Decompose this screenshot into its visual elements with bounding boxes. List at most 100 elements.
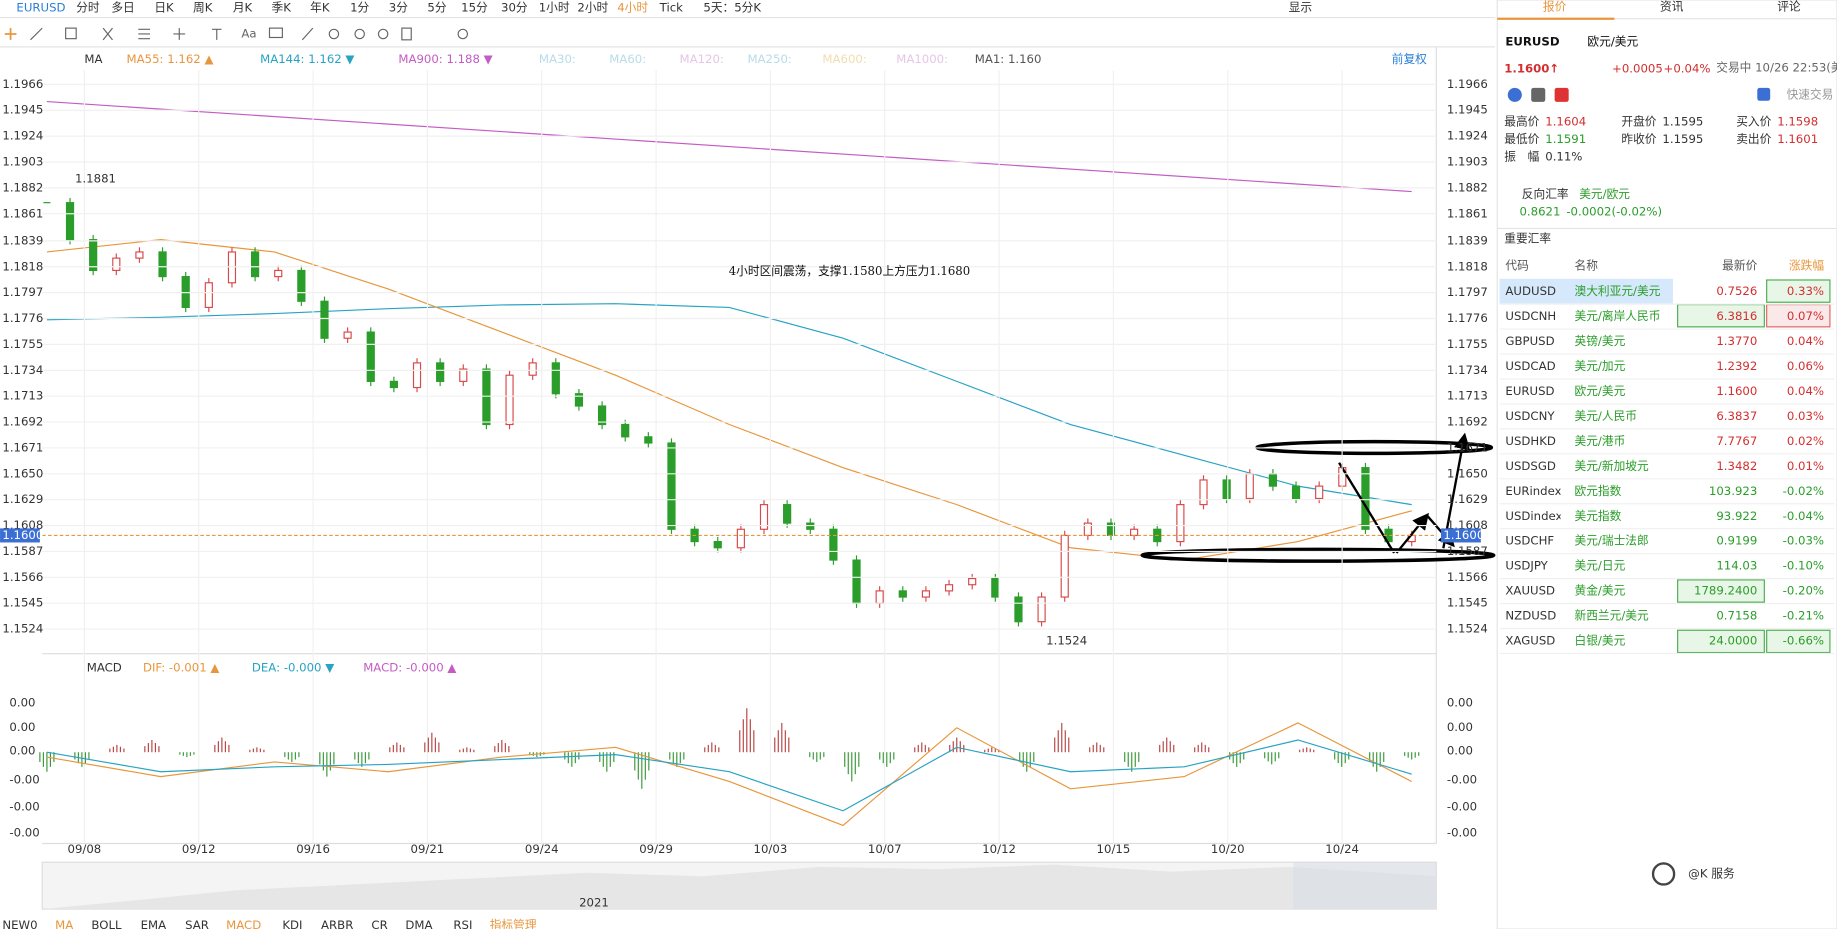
rate-name[interactable]: 英镑/美元 <box>1575 334 1626 348</box>
quote-icons[interactable] <box>1507 87 1771 102</box>
rate-change: 0.04% <box>1787 384 1824 398</box>
drawing-tools[interactable] <box>4 27 469 41</box>
indicator-tab[interactable]: RSI <box>453 918 472 929</box>
period-tab[interactable]: 1分 <box>350 1 369 15</box>
rate-price: 0.9199 <box>1716 534 1757 548</box>
candle <box>204 282 213 309</box>
rate-name[interactable]: 美元/新加坡元 <box>1575 459 1649 473</box>
candle <box>759 504 769 530</box>
rate-code[interactable]: AUDUSD <box>1505 284 1556 298</box>
y-tick-label: 1.1776 <box>2 311 43 325</box>
indicator-tab[interactable]: NEW0 <box>2 918 37 929</box>
period-tab[interactable]: Tick <box>659 1 683 15</box>
rate-name[interactable]: 美元/港币 <box>1575 434 1626 448</box>
candle <box>65 202 75 241</box>
period-tab[interactable]: 年K <box>310 1 330 15</box>
rate-code[interactable]: USDJPY <box>1505 559 1548 573</box>
rate-name[interactable]: 白银/美元 <box>1575 634 1626 648</box>
rate-name[interactable]: 美元/加元 <box>1575 359 1626 373</box>
adjust-mode[interactable]: 前复权 <box>1392 52 1427 66</box>
font-tool[interactable]: Aa <box>241 26 256 40</box>
period-tab[interactable]: 2小时 <box>577 1 608 15</box>
period-tab[interactable]: 4小时 <box>617 1 648 15</box>
macd-axis-label: 0.00 <box>9 743 35 757</box>
period-tab[interactable]: 5天：5分K <box>703 1 761 15</box>
indicator-tab[interactable]: CR <box>371 918 387 929</box>
rate-name[interactable]: 美元/瑞士法郎 <box>1575 534 1649 548</box>
rate-name[interactable]: 黄金/美元 <box>1575 584 1626 598</box>
rate-name[interactable]: 美元/日元 <box>1575 559 1626 573</box>
date-label: 10/12 <box>982 842 1016 856</box>
panel-tab[interactable]: 资讯 <box>1660 0 1684 14</box>
rate-name[interactable]: 美元/离岸人民币 <box>1575 309 1661 323</box>
rate-price: 24.0000 <box>1709 634 1757 648</box>
quick-trade[interactable]: 快速交易 <box>1787 87 1834 101</box>
candle <box>921 590 931 598</box>
candle <box>1199 479 1208 506</box>
rate-name[interactable]: 美元指数 <box>1575 509 1622 523</box>
period-tab[interactable]: 15分 <box>461 1 488 15</box>
rate-code[interactable]: USDCHF <box>1505 534 1554 548</box>
indicator-tab[interactable]: DMA <box>405 918 432 929</box>
candle <box>968 577 977 586</box>
panel-tab[interactable]: 报价 <box>1543 0 1567 14</box>
rate-code[interactable]: EURUSD <box>1505 384 1554 398</box>
period-tab[interactable]: 周K <box>193 1 213 15</box>
rate-code[interactable]: USDCNH <box>1505 309 1556 323</box>
candle <box>89 239 98 272</box>
macd-axis-label: 0.00 <box>1447 743 1473 757</box>
rate-code[interactable]: XAGUSD <box>1505 634 1555 648</box>
rate-code[interactable]: EURindex <box>1505 484 1561 498</box>
cell-highlight <box>1766 629 1831 654</box>
ma-legend: MA55: 1.162 ▲ <box>127 52 214 66</box>
rate-code[interactable]: USDHKD <box>1505 434 1555 448</box>
indicator-tab[interactable]: MA <box>55 918 73 929</box>
panel-tab[interactable]: 评论 <box>1777 0 1801 14</box>
rate-change: -0.04% <box>1783 509 1824 523</box>
rate-price: 6.3837 <box>1716 409 1757 423</box>
period-tab[interactable]: 分时 <box>76 1 100 15</box>
rate-name[interactable]: 澳大利亚元/美元 <box>1575 284 1661 298</box>
rate-code[interactable]: USDCNY <box>1505 409 1555 423</box>
rate-code[interactable]: XAUUSD <box>1505 584 1555 598</box>
rate-code[interactable]: NZDUSD <box>1505 609 1556 623</box>
stat-label: 买入价 <box>1736 114 1771 128</box>
indicator-tab[interactable]: ARBR <box>321 918 353 929</box>
rate-name[interactable]: 欧元指数 <box>1575 484 1622 498</box>
indicator-tab[interactable]: SAR <box>185 918 209 929</box>
indicator-tabs: NEW0 MA BOLL EMA SAR MACD KDJ ARBR CR DMA RSI 指标管理 <box>2 918 536 929</box>
indicator-tab[interactable]: KDJ <box>282 918 302 929</box>
rate-change: 0.07% <box>1787 309 1824 323</box>
stat-value: 1.1598 <box>1777 114 1818 128</box>
rate-name[interactable]: 美元/人民币 <box>1575 409 1637 423</box>
rate-name[interactable]: 新西兰元/美元 <box>1575 609 1649 623</box>
indicator-tab[interactable]: BOLL <box>91 918 122 929</box>
candle <box>1014 596 1023 623</box>
rate-name[interactable]: 欧元/美元 <box>1575 384 1626 398</box>
candle <box>482 368 491 426</box>
rate-change: -0.20% <box>1783 584 1824 598</box>
navigator-window[interactable] <box>1293 862 1437 910</box>
rate-code[interactable]: USDCAD <box>1505 359 1555 373</box>
indicator-tab[interactable]: EMA <box>141 918 167 929</box>
candle <box>181 276 190 309</box>
rate-change: 0.03% <box>1787 409 1824 423</box>
rate-price: 1.3770 <box>1716 334 1757 348</box>
period-tab[interactable]: 5分 <box>427 1 446 15</box>
rate-code[interactable]: USDindex <box>1505 509 1562 523</box>
rate-code[interactable]: USDSGD <box>1505 459 1556 473</box>
y-tick-label: 1.1566 <box>1447 570 1488 584</box>
indicator-tab[interactable]: MACD <box>226 918 261 929</box>
period-tab[interactable]: 1小时 <box>539 1 570 15</box>
period-tab[interactable]: 季K <box>272 1 292 15</box>
rate-code[interactable]: GBPUSD <box>1505 334 1554 348</box>
period-tab[interactable]: 日K <box>154 1 174 15</box>
indicator-tab[interactable]: 指标管理 <box>490 918 537 929</box>
period-tab[interactable]: 30分 <box>501 1 528 15</box>
period-tab[interactable]: 月K <box>233 1 253 15</box>
display-menu[interactable]: 显示 <box>1289 1 1312 15</box>
period-tab[interactable]: 多日 <box>111 1 134 15</box>
candle <box>806 522 815 530</box>
period-tab[interactable]: 3分 <box>389 1 408 15</box>
